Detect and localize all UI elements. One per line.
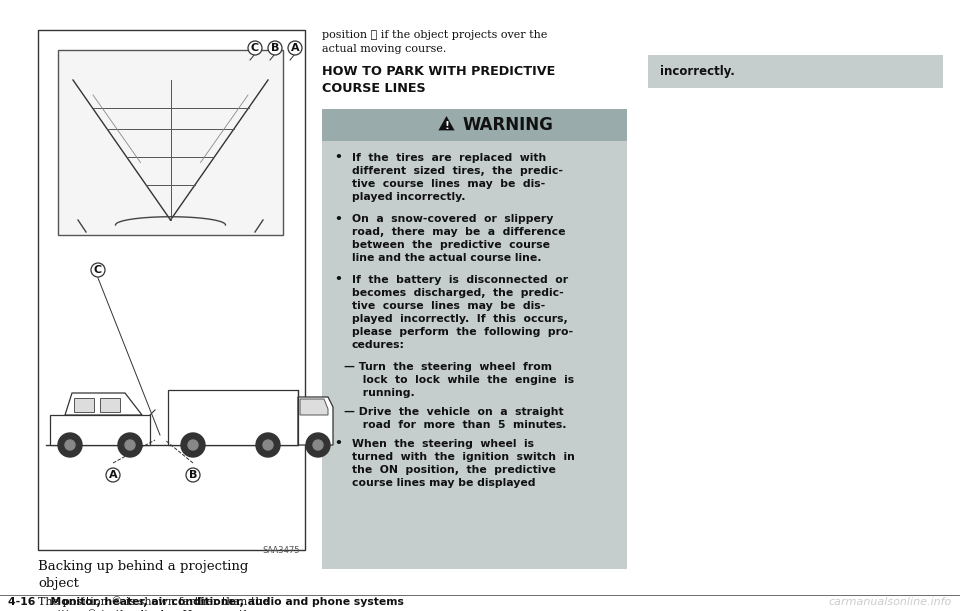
Text: C: C [94, 265, 102, 275]
Text: becomes  discharged,  the  predic-: becomes discharged, the predic- [352, 288, 564, 298]
Text: road  for  more  than  5  minutes.: road for more than 5 minutes. [344, 420, 566, 430]
Text: HOW TO PARK WITH PREDICTIVE: HOW TO PARK WITH PREDICTIVE [322, 65, 555, 78]
Text: — Drive  the  vehicle  on  a  straight: — Drive the vehicle on a straight [344, 407, 564, 417]
Text: played  incorrectly.  If  this  occurs,: played incorrectly. If this occurs, [352, 314, 567, 324]
Text: •: • [334, 152, 342, 164]
Bar [100, 398, 120, 412]
Text: position ® in the display. However, the: position ® in the display. However, the [38, 609, 257, 611]
Bar [322, 109, 627, 141]
Polygon shape [65, 393, 142, 415]
Text: actual moving course.: actual moving course. [322, 44, 446, 54]
Text: A: A [108, 470, 117, 480]
Polygon shape [439, 116, 455, 130]
Text: incorrectly.: incorrectly. [660, 65, 734, 78]
Bar [648, 55, 943, 88]
Text: the  ON  position,  the  predictive: the ON position, the predictive [352, 465, 556, 475]
Text: carmanualsonline.info: carmanualsonline.info [828, 597, 952, 607]
Text: !: ! [444, 121, 449, 131]
Circle shape [65, 440, 75, 450]
Text: between  the  predictive  course: between the predictive course [352, 240, 550, 250]
Text: course lines may be displayed: course lines may be displayed [352, 478, 536, 488]
Circle shape [306, 433, 330, 457]
Text: If  the  tires  are  replaced  with: If the tires are replaced with [352, 153, 546, 163]
Text: C: C [251, 43, 259, 53]
Text: The position © is shown farther than the: The position © is shown farther than the [38, 596, 269, 607]
Text: SAA3475: SAA3475 [262, 546, 300, 555]
Text: running.: running. [344, 388, 415, 398]
Text: On  a  snow-covered  or  slippery: On a snow-covered or slippery [352, 214, 553, 224]
Text: different  sized  tires,  the  predic-: different sized tires, the predic- [352, 166, 563, 176]
Text: line and the actual course line.: line and the actual course line. [352, 253, 541, 263]
Text: COURSE LINES: COURSE LINES [322, 82, 425, 95]
Text: tive  course  lines  may  be  dis-: tive course lines may be dis- [352, 301, 545, 311]
Text: •: • [334, 437, 342, 450]
Circle shape [188, 440, 198, 450]
Bar [74, 398, 94, 412]
Circle shape [256, 433, 280, 457]
Circle shape [58, 433, 82, 457]
Polygon shape [298, 397, 333, 445]
Text: 4-16    Monitor, heater, air conditioner, audio and phone systems: 4-16 Monitor, heater, air conditioner, a… [8, 597, 404, 607]
Text: Backing up behind a projecting
object: Backing up behind a projecting object [38, 560, 249, 590]
Circle shape [181, 433, 205, 457]
Circle shape [313, 440, 323, 450]
Bar [168, 390, 298, 445]
Text: cedures:: cedures: [352, 340, 405, 350]
Text: If  the  battery  is  disconnected  or: If the battery is disconnected or [352, 275, 568, 285]
Text: •: • [334, 213, 342, 225]
Text: played incorrectly.: played incorrectly. [352, 192, 466, 202]
Text: B: B [189, 470, 197, 480]
Polygon shape [300, 399, 328, 415]
Text: When  the  steering  wheel  is: When the steering wheel is [352, 439, 534, 449]
Bar [58, 50, 283, 235]
Bar [322, 109, 627, 569]
Circle shape [125, 440, 135, 450]
Bar [38, 30, 305, 550]
Circle shape [118, 433, 142, 457]
Text: position Ⓐ if the object projects over the: position Ⓐ if the object projects over t… [322, 30, 547, 40]
Text: A: A [291, 43, 300, 53]
Text: please  perform  the  following  pro-: please perform the following pro- [352, 327, 573, 337]
Circle shape [263, 440, 273, 450]
Text: WARNING: WARNING [463, 116, 553, 134]
Text: — Turn  the  steering  wheel  from: — Turn the steering wheel from [344, 362, 552, 372]
Text: turned  with  the  ignition  switch  in: turned with the ignition switch in [352, 452, 575, 462]
Text: •: • [334, 274, 342, 287]
Text: road,  there  may  be  a  difference: road, there may be a difference [352, 227, 565, 237]
Text: lock  to  lock  while  the  engine  is: lock to lock while the engine is [344, 375, 574, 385]
Text: B: B [271, 43, 279, 53]
Text: tive  course  lines  may  be  dis-: tive course lines may be dis- [352, 179, 545, 189]
Bar [50, 415, 150, 445]
